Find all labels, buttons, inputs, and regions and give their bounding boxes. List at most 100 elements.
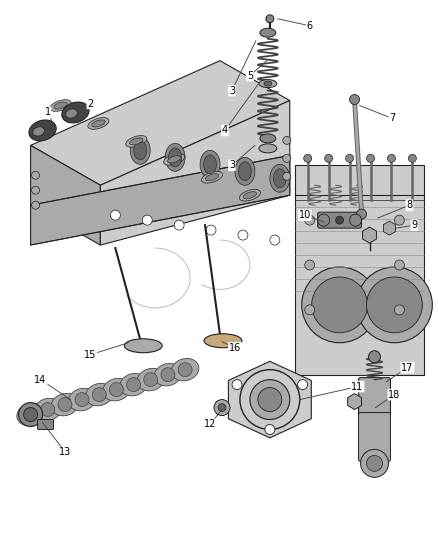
Circle shape	[408, 155, 417, 163]
Circle shape	[266, 15, 274, 23]
Circle shape	[367, 155, 374, 163]
Circle shape	[350, 94, 360, 104]
Circle shape	[75, 393, 89, 407]
Circle shape	[283, 172, 291, 180]
Circle shape	[258, 387, 282, 411]
Text: 17: 17	[401, 362, 413, 373]
FancyBboxPatch shape	[295, 165, 424, 375]
Ellipse shape	[51, 393, 79, 416]
Ellipse shape	[154, 364, 182, 386]
Circle shape	[298, 379, 307, 390]
Circle shape	[283, 136, 291, 144]
Circle shape	[110, 210, 120, 220]
FancyBboxPatch shape	[359, 378, 390, 416]
Circle shape	[283, 155, 291, 163]
Circle shape	[265, 424, 275, 434]
Circle shape	[24, 408, 38, 422]
Ellipse shape	[167, 156, 181, 163]
Ellipse shape	[238, 162, 251, 181]
Circle shape	[368, 351, 381, 362]
Circle shape	[325, 155, 332, 163]
Ellipse shape	[68, 389, 96, 411]
Circle shape	[161, 368, 175, 382]
Circle shape	[144, 373, 158, 386]
Circle shape	[58, 398, 72, 411]
Circle shape	[350, 214, 361, 226]
Circle shape	[395, 215, 404, 225]
Circle shape	[174, 220, 184, 230]
Circle shape	[318, 214, 330, 226]
Circle shape	[312, 277, 367, 333]
Circle shape	[218, 403, 226, 411]
Text: 15: 15	[84, 350, 97, 360]
Text: 9: 9	[411, 220, 417, 230]
Ellipse shape	[66, 109, 78, 118]
Ellipse shape	[260, 28, 276, 37]
Ellipse shape	[204, 334, 242, 348]
Ellipse shape	[92, 120, 105, 127]
Text: 1: 1	[45, 108, 51, 117]
Ellipse shape	[102, 378, 130, 401]
Ellipse shape	[204, 155, 216, 174]
Ellipse shape	[33, 127, 44, 136]
Ellipse shape	[243, 192, 257, 199]
Ellipse shape	[171, 359, 199, 381]
Text: 16: 16	[229, 343, 241, 353]
Ellipse shape	[134, 141, 147, 160]
Ellipse shape	[130, 136, 150, 164]
Polygon shape	[31, 61, 290, 185]
Circle shape	[232, 379, 242, 390]
Circle shape	[142, 215, 152, 225]
Circle shape	[395, 305, 404, 315]
Circle shape	[304, 155, 312, 163]
Ellipse shape	[120, 374, 147, 396]
Polygon shape	[31, 155, 290, 245]
Circle shape	[32, 201, 39, 209]
Text: 18: 18	[389, 390, 401, 400]
Ellipse shape	[130, 138, 143, 145]
Ellipse shape	[54, 102, 67, 109]
Polygon shape	[31, 146, 100, 245]
Circle shape	[92, 387, 106, 401]
Ellipse shape	[200, 150, 220, 178]
Ellipse shape	[235, 157, 255, 185]
Text: 6: 6	[307, 21, 313, 31]
Text: 2: 2	[87, 99, 94, 109]
Ellipse shape	[165, 143, 185, 171]
FancyBboxPatch shape	[318, 212, 361, 228]
Ellipse shape	[205, 174, 219, 181]
FancyBboxPatch shape	[38, 419, 53, 430]
Ellipse shape	[201, 172, 223, 183]
Ellipse shape	[239, 189, 261, 201]
Circle shape	[32, 186, 39, 194]
Text: 5: 5	[247, 70, 253, 80]
Circle shape	[238, 230, 248, 240]
Ellipse shape	[124, 339, 162, 353]
Ellipse shape	[169, 148, 182, 167]
Circle shape	[110, 383, 124, 397]
Circle shape	[206, 225, 216, 235]
Circle shape	[388, 155, 396, 163]
Circle shape	[250, 379, 290, 419]
Circle shape	[305, 215, 314, 225]
Ellipse shape	[273, 169, 286, 188]
Ellipse shape	[137, 368, 165, 391]
Text: 3: 3	[229, 160, 235, 171]
Ellipse shape	[264, 81, 272, 86]
Circle shape	[346, 155, 353, 163]
Circle shape	[336, 216, 343, 224]
Circle shape	[367, 277, 422, 333]
Ellipse shape	[164, 154, 185, 165]
Ellipse shape	[260, 134, 276, 143]
Text: 7: 7	[389, 114, 396, 124]
Ellipse shape	[62, 102, 89, 123]
Circle shape	[305, 305, 314, 315]
Circle shape	[178, 362, 192, 377]
Polygon shape	[100, 101, 290, 245]
Ellipse shape	[259, 144, 277, 153]
FancyBboxPatch shape	[359, 413, 390, 462]
Ellipse shape	[34, 398, 61, 421]
Ellipse shape	[259, 79, 277, 87]
Text: 14: 14	[35, 375, 47, 385]
Ellipse shape	[85, 383, 113, 406]
